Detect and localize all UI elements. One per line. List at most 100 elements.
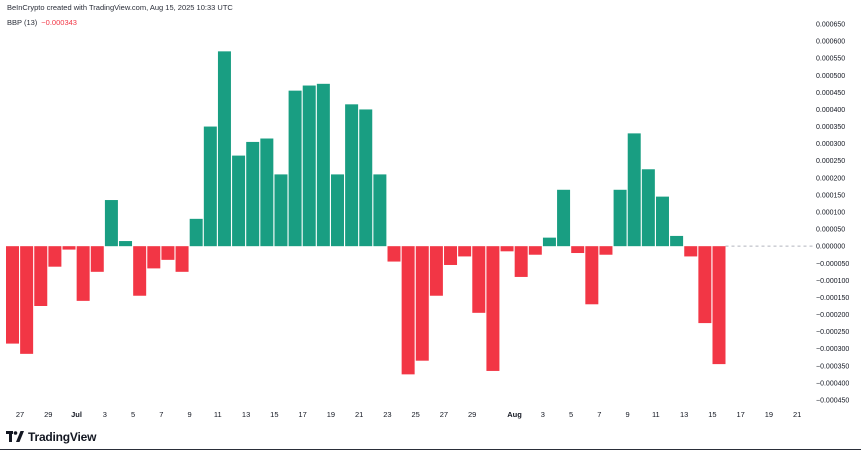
- histogram-bar: [429, 246, 443, 296]
- x-tick-label: 9: [187, 410, 191, 419]
- histogram-bar: [528, 246, 542, 255]
- x-tick-label: 7: [159, 410, 163, 419]
- x-tick-label: 15: [708, 410, 716, 419]
- histogram-bars: [6, 51, 726, 375]
- y-tick-label: −0.000100: [816, 278, 849, 285]
- histogram-bar: [203, 126, 217, 247]
- histogram-bar: [260, 138, 274, 247]
- histogram-bar: [712, 246, 726, 365]
- histogram-bar: [6, 246, 19, 344]
- x-tick-label: 25: [411, 410, 419, 419]
- histogram-bar: [76, 246, 90, 301]
- x-tick-label: 27: [440, 410, 448, 419]
- x-tick-label: Jul: [71, 410, 82, 419]
- histogram-bar: [62, 246, 76, 250]
- y-tick-label: 0.000650: [816, 22, 845, 29]
- y-tick-label: 0.000150: [816, 192, 845, 199]
- x-tick-label: 3: [541, 410, 545, 419]
- histogram-bar: [599, 246, 613, 255]
- histogram-bar: [48, 246, 62, 267]
- y-tick-label: −0.000450: [816, 398, 849, 405]
- histogram-bar: [458, 246, 472, 257]
- x-tick-label: 5: [131, 410, 135, 419]
- histogram-bar: [542, 237, 556, 247]
- x-tick-label: 29: [44, 410, 52, 419]
- histogram-bar: [133, 246, 147, 296]
- x-tick-label: 9: [626, 410, 630, 419]
- y-tick-label: 0.000450: [816, 90, 845, 97]
- y-tick-label: 0.000350: [816, 124, 845, 131]
- histogram-bar: [557, 189, 571, 247]
- x-tick-label: 17: [736, 410, 744, 419]
- histogram-bar: [585, 246, 599, 305]
- histogram-bar: [119, 241, 133, 247]
- histogram-bar: [232, 155, 246, 247]
- x-tick-label: 13: [680, 410, 688, 419]
- x-tick-label: 19: [765, 410, 773, 419]
- histogram-bar: [684, 246, 698, 257]
- y-tick-label: −0.000250: [816, 329, 849, 336]
- histogram-bar: [444, 246, 458, 265]
- y-tick-label: 0.000500: [816, 73, 845, 80]
- x-tick-label: 3: [103, 410, 107, 419]
- price-axis: 0.000650 0.000600 0.000550 0.000500 0.000450…: [816, 22, 849, 405]
- histogram-bar: [486, 246, 500, 371]
- histogram-bar: [175, 246, 189, 272]
- histogram-bar: [217, 51, 231, 247]
- histogram-bar: [670, 235, 684, 247]
- indicator-name: BBP (13): [7, 18, 38, 27]
- histogram-bar: [330, 174, 344, 247]
- y-tick-label: 0.000550: [816, 56, 845, 63]
- histogram-bar: [345, 104, 359, 247]
- y-tick-label: 0.000300: [816, 141, 845, 148]
- histogram-bar: [302, 85, 316, 247]
- chart-caption: BeInCrypto created with TradingView.com,…: [7, 3, 233, 12]
- histogram-bar: [34, 246, 48, 306]
- tradingview-logo-icon: [6, 431, 24, 442]
- tradingview-logo[interactable]: TradingView: [6, 430, 96, 444]
- y-tick-label: 0.000600: [816, 39, 845, 46]
- y-tick-label: 0.000050: [816, 227, 845, 234]
- y-tick-label: 0.000100: [816, 210, 845, 217]
- histogram-bar: [698, 246, 712, 324]
- histogram-bar: [472, 246, 486, 313]
- x-tick-label: 11: [214, 410, 222, 419]
- x-tick-label: 21: [793, 410, 801, 419]
- histogram-bar: [387, 246, 401, 262]
- histogram-bar: [613, 189, 627, 247]
- bottom-rule: [0, 449, 861, 450]
- histogram-bar: [147, 246, 161, 269]
- x-tick-label: 23: [383, 410, 391, 419]
- y-tick-label: −0.000350: [816, 363, 849, 370]
- y-tick-label: 0.000400: [816, 107, 845, 114]
- y-tick-label: 0.000250: [816, 158, 845, 165]
- y-tick-label: 0.000000: [816, 244, 845, 251]
- histogram-bar: [655, 196, 669, 247]
- y-tick-label: −0.000050: [816, 261, 849, 268]
- histogram-bar: [415, 246, 429, 361]
- x-tick-label: 13: [242, 410, 250, 419]
- x-tick-label: 5: [569, 410, 573, 419]
- y-tick-label: −0.000150: [816, 295, 849, 302]
- tradingview-wordmark: TradingView: [28, 430, 97, 444]
- x-tick-label: 11: [652, 410, 660, 419]
- histogram-bar: [500, 246, 514, 252]
- histogram-bar: [20, 246, 34, 354]
- indicator-value: −0.000343: [41, 18, 77, 27]
- x-tick-label: Aug: [507, 410, 522, 419]
- histogram-bar: [104, 200, 118, 247]
- histogram-bar: [373, 174, 387, 247]
- x-tick-label: 19: [327, 410, 335, 419]
- x-tick-label: 17: [298, 410, 306, 419]
- histogram-bar: [359, 109, 373, 247]
- histogram-bar: [641, 169, 655, 247]
- histogram-bar: [189, 218, 203, 247]
- time-axis: 27 29 Jul 3 5 7 9 11 13 15 17 19 21 23 25 27 29 Aug 3 5 7 9 11…: [16, 410, 801, 419]
- histogram-bar: [288, 90, 302, 247]
- histogram-bar: [514, 246, 528, 277]
- histogram-bar: [246, 141, 260, 247]
- histogram-bar: [274, 174, 288, 247]
- indicator-legend[interactable]: BBP (13) −0.000343: [7, 18, 77, 27]
- y-tick-label: −0.000200: [816, 312, 849, 319]
